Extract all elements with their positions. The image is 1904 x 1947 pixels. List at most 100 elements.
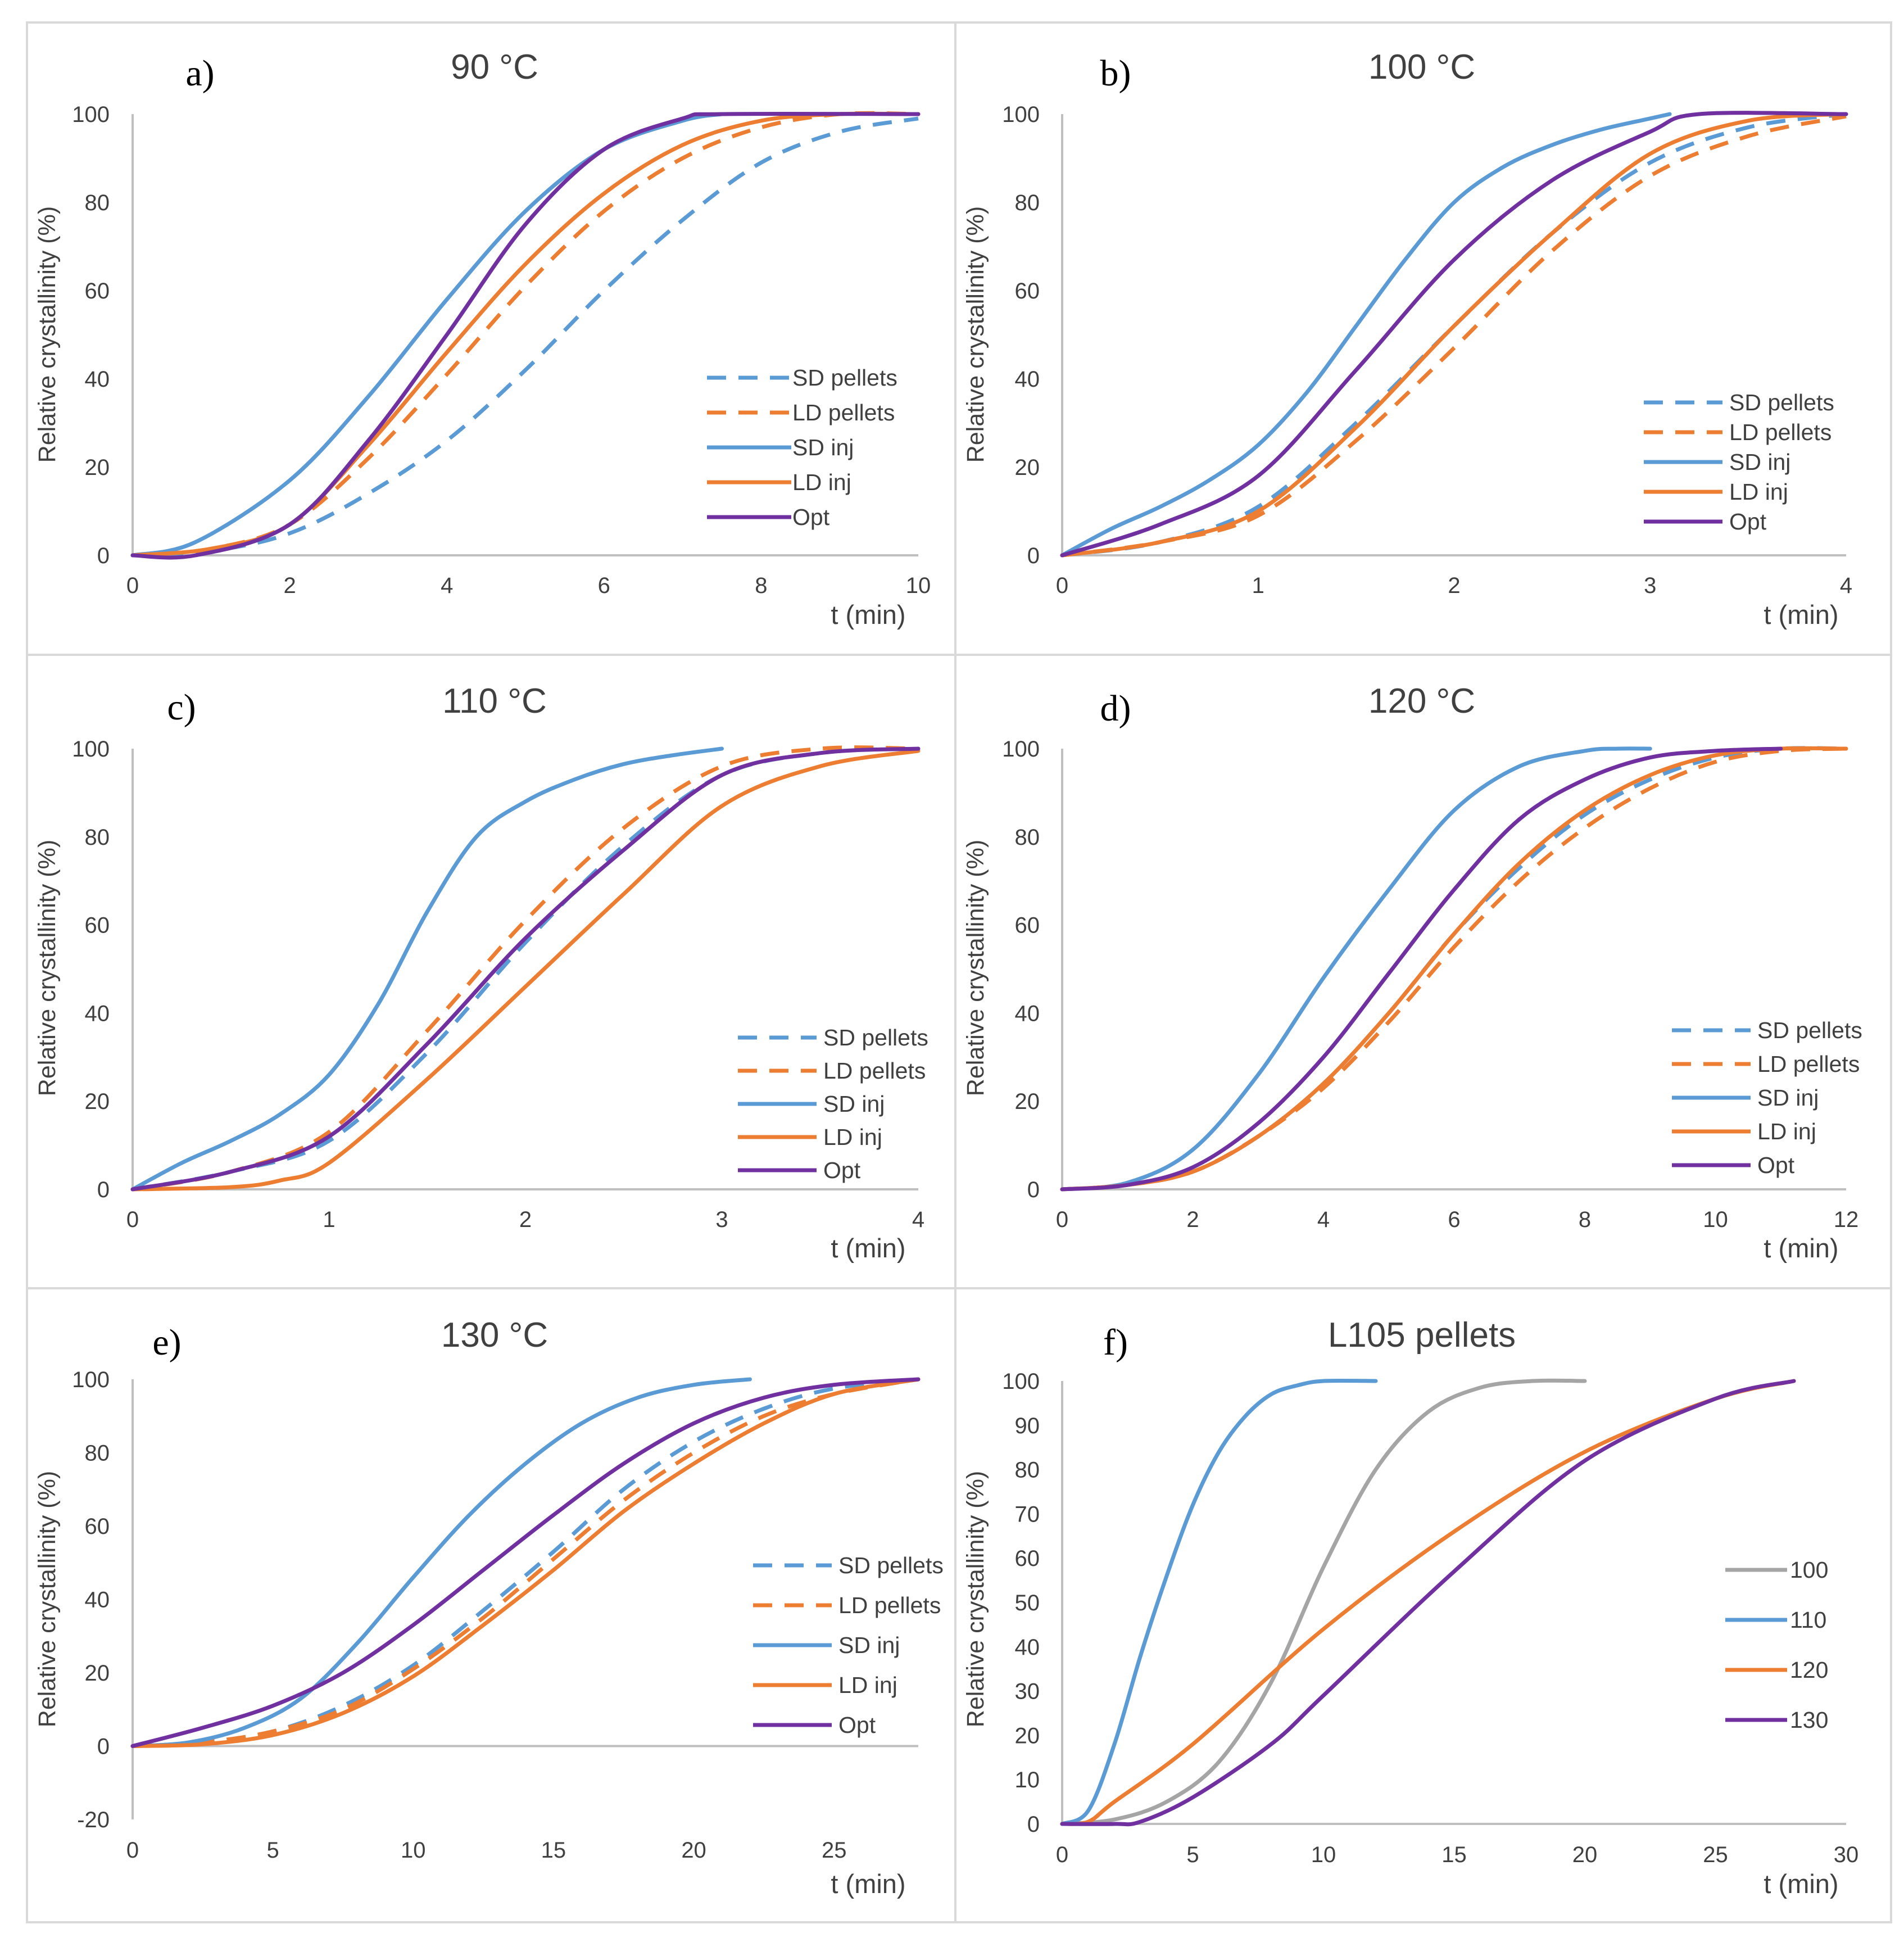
legend-entry: Opt — [823, 1157, 861, 1183]
x-tick-label: 10 — [401, 1838, 426, 1863]
panel-label: c) — [167, 687, 196, 728]
legend-entry: SD inj — [1757, 1085, 1819, 1111]
series-line-opt — [130, 111, 921, 560]
chart-panel-d: 0 2 4 6 8 10 12 0 20 40 60 80 100 d) 120 °C Relative cr… — [962, 682, 1862, 1263]
series-line-ld-inj — [130, 749, 921, 1192]
panel-label: d) — [1100, 688, 1131, 729]
y-tick-label: 10 — [1015, 1768, 1040, 1792]
y-tick-label: 0 — [1027, 1812, 1040, 1837]
legend-entry: Opt — [792, 504, 830, 530]
legend-entry: SD pellets — [823, 1025, 928, 1051]
y-tick-label: 20 — [85, 455, 110, 480]
y-tick-label: 80 — [1015, 191, 1040, 215]
legend-entry: LD pellets — [792, 400, 895, 425]
x-tick-label: 30 — [1834, 1842, 1859, 1867]
legend-entry: SD pellets — [1729, 390, 1834, 415]
y-tick-label: 0 — [97, 544, 110, 568]
x-tick-label: 1 — [323, 1207, 335, 1232]
series-line-ld-inj — [130, 1377, 921, 1748]
legend-entry: LD pellets — [1729, 419, 1832, 445]
series-line-ld-inj — [1060, 112, 1848, 558]
legend-entry: Opt — [1757, 1152, 1795, 1178]
x-axis-label: t (min) — [831, 1233, 905, 1263]
series-line-sd-inj — [1060, 112, 1672, 558]
y-tick-label: 100 — [72, 102, 110, 127]
x-tick-label: 10 — [1311, 1842, 1336, 1867]
x-axis-label: t (min) — [831, 1869, 905, 1899]
legend-entry: 110 — [1790, 1607, 1826, 1633]
y-tick-label: 0 — [97, 1735, 110, 1759]
y-tick-label: 60 — [85, 913, 110, 938]
legend-entry: SD inj — [1729, 449, 1790, 475]
y-tick-label: 100 — [72, 1368, 110, 1392]
x-tick-label: 4 — [441, 573, 453, 598]
y-tick-label: 70 — [1015, 1502, 1040, 1527]
series-line-sd-pellets — [132, 746, 919, 1192]
y-tick-label: 0 — [1027, 544, 1040, 568]
legend: SD pellets LD pellets SD inj LD inj Opt — [1672, 1017, 1862, 1178]
panel-border — [954, 21, 1892, 656]
x-tick-label: 10 — [906, 573, 931, 598]
y-tick-label: 0 — [1027, 1178, 1040, 1202]
chart-title: 100 °C — [1368, 48, 1475, 87]
y-tick-label: 100 — [1002, 737, 1040, 762]
series-line-ld-pellets — [132, 1377, 919, 1748]
panel-label: f) — [1103, 1322, 1128, 1363]
series-line-opt — [130, 746, 921, 1192]
x-tick-label: 15 — [541, 1838, 566, 1863]
x-tick-label: 0 — [126, 1207, 139, 1232]
series-line-ld-inj — [1060, 746, 1848, 1192]
y-tick-label: -20 — [77, 1808, 110, 1832]
series-line-opt — [130, 1377, 921, 1748]
y-tick-label: 20 — [85, 1661, 110, 1686]
legend-entry: Opt — [1729, 509, 1767, 535]
legend-entry: LD pellets — [1757, 1051, 1860, 1077]
y-tick-label: 90 — [1015, 1414, 1040, 1438]
series-line-120 — [1060, 1379, 1796, 1826]
x-tick-label: 6 — [1448, 1207, 1460, 1232]
y-tick-label: 40 — [85, 367, 110, 392]
chart-title: 130 °C — [441, 1316, 548, 1355]
series-line-sd-pellets — [1062, 112, 1847, 558]
panel-label: b) — [1100, 53, 1131, 94]
y-tick-label: 100 — [1002, 102, 1040, 127]
y-tick-label: 40 — [85, 1588, 110, 1613]
panel-border — [26, 21, 956, 656]
legend-entry: Opt — [838, 1712, 876, 1738]
series-line-sd-inj — [130, 746, 724, 1192]
legend-entry: 130 — [1790, 1707, 1828, 1733]
y-axis-label: Relative crystallinity (%) — [962, 206, 989, 463]
legend-entry: SD pellets — [792, 365, 897, 391]
x-tick-label: 4 — [1840, 573, 1852, 598]
legend: SD pellets LD pellets SD inj LD inj Opt — [753, 1552, 944, 1738]
x-tick-label: 3 — [1644, 573, 1656, 598]
x-tick-label: 2 — [283, 573, 296, 598]
series-line-opt — [1060, 746, 1783, 1192]
x-tick-label: 2 — [1448, 573, 1460, 598]
x-tick-label: 5 — [267, 1838, 279, 1863]
chart-panel-f: 0 5 10 15 20 25 30 0 10 20 30 40 50 60 70 80 90 100 f) L105… — [962, 1316, 1858, 1899]
y-tick-label: 50 — [1015, 1591, 1040, 1615]
x-tick-label: 25 — [1703, 1842, 1728, 1867]
x-tick-label: 4 — [1317, 1207, 1330, 1232]
chart-title: 90 °C — [451, 48, 538, 87]
y-tick-label: 20 — [1015, 1089, 1040, 1114]
y-tick-label: 60 — [85, 279, 110, 304]
legend: SD pellets LD pellets SD inj LD inj Opt — [738, 1025, 928, 1183]
x-axis-label: t (min) — [1764, 1869, 1838, 1899]
legend: SD pellets LD pellets SD inj LD inj Opt — [707, 365, 897, 530]
legend: SD pellets LD pellets SD inj LD inj Opt — [1644, 390, 1834, 535]
series-line-100 — [1060, 1378, 1587, 1826]
x-axis-label: t (min) — [831, 600, 905, 630]
series-line-sd-inj — [1060, 746, 1652, 1192]
y-tick-label: 40 — [1015, 367, 1040, 392]
x-tick-label: 20 — [1572, 1842, 1598, 1867]
x-tick-label: 25 — [822, 1838, 847, 1863]
x-tick-label: 1 — [1252, 573, 1264, 598]
y-axis-label: Relative crystallinity (%) — [34, 206, 61, 463]
x-tick-label: 0 — [1056, 1207, 1068, 1232]
series-line-sd-inj — [130, 112, 724, 558]
